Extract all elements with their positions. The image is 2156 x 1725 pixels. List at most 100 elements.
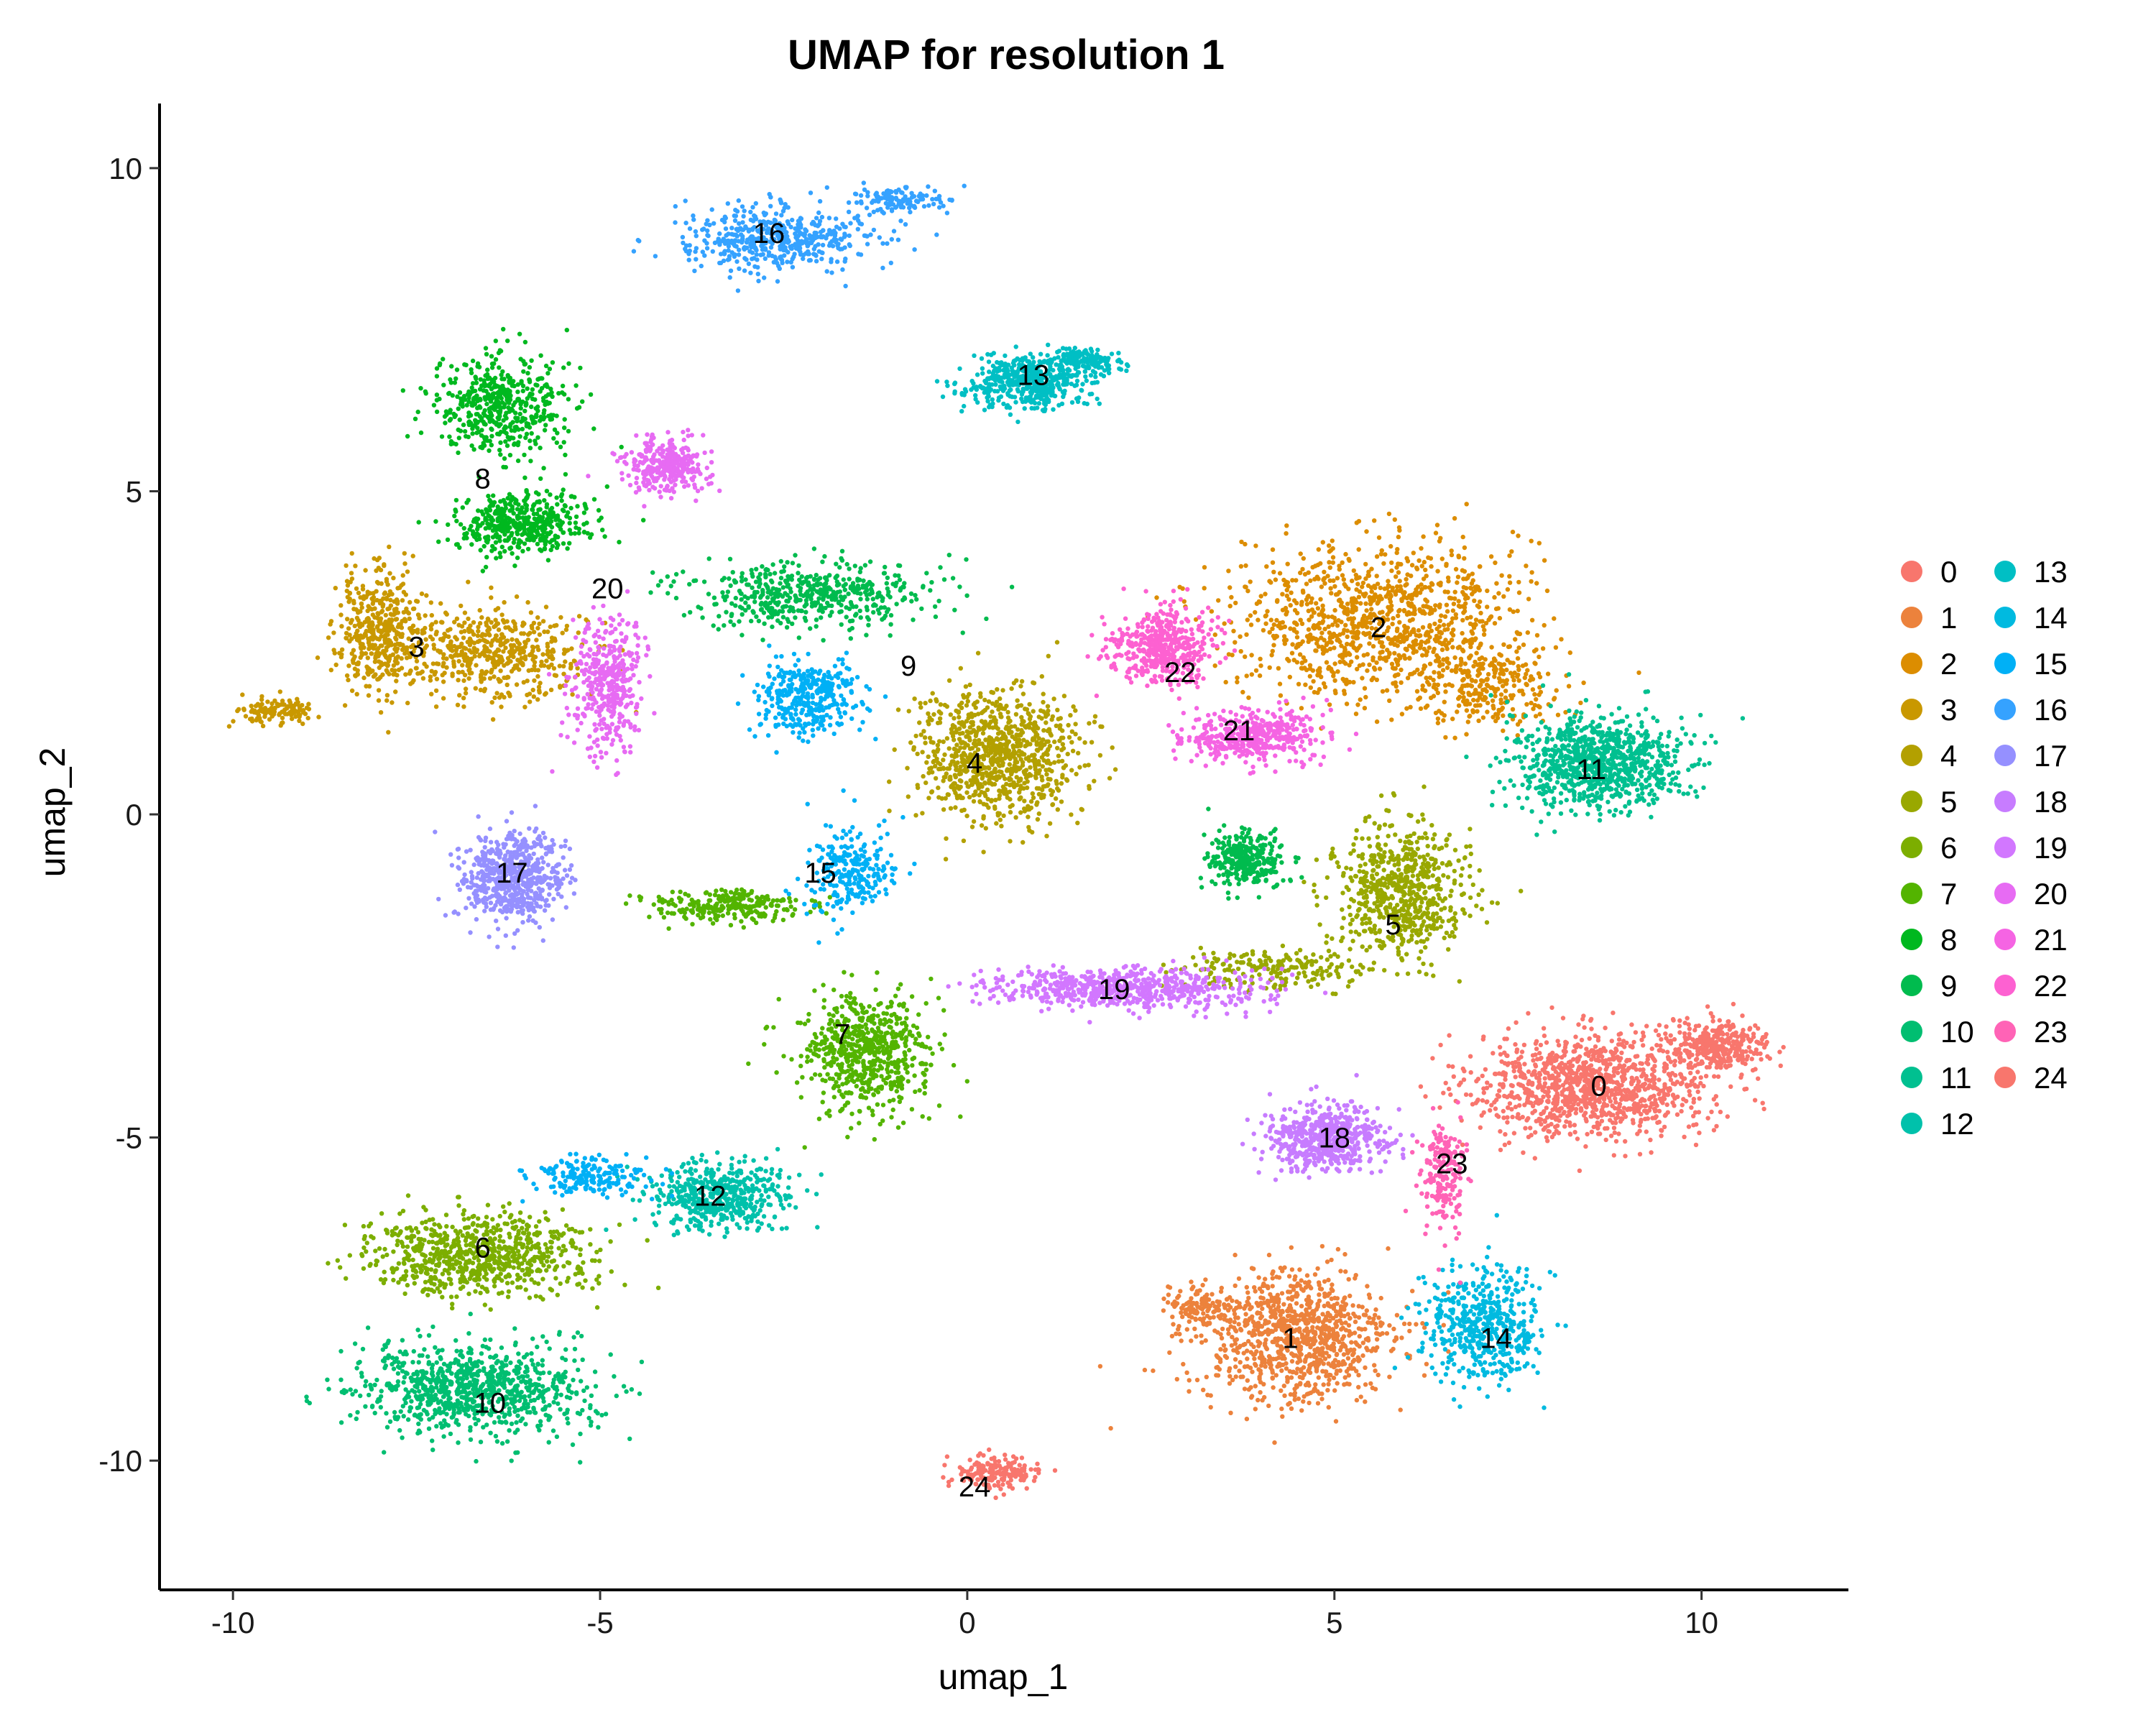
point — [497, 695, 502, 700]
point — [1652, 1116, 1658, 1121]
point — [1529, 700, 1534, 706]
point — [1517, 1066, 1523, 1071]
point — [1443, 1080, 1448, 1086]
point — [1508, 671, 1514, 676]
point — [1731, 1001, 1736, 1007]
point — [1388, 599, 1393, 604]
point — [1353, 624, 1358, 629]
point — [913, 733, 918, 739]
point — [1537, 1077, 1542, 1082]
point — [1440, 668, 1446, 673]
point — [372, 672, 378, 678]
point — [429, 691, 434, 696]
point — [487, 676, 493, 681]
point — [1450, 616, 1455, 621]
point — [379, 581, 384, 586]
point — [1292, 1390, 1298, 1396]
point — [1648, 1137, 1653, 1143]
point — [378, 643, 383, 648]
point — [443, 610, 448, 615]
point — [1241, 1342, 1246, 1348]
point — [1576, 1102, 1581, 1107]
point — [1327, 1314, 1333, 1319]
point — [1225, 1327, 1231, 1332]
point — [377, 556, 382, 561]
point — [537, 632, 543, 638]
point — [1443, 638, 1448, 643]
point — [1221, 1343, 1227, 1348]
point — [1686, 1124, 1692, 1129]
point — [1691, 1096, 1697, 1102]
point — [1166, 1292, 1171, 1297]
point — [1299, 1304, 1304, 1309]
point — [530, 625, 535, 631]
point — [515, 645, 520, 650]
point — [1632, 1062, 1638, 1068]
point — [525, 599, 530, 605]
point — [1352, 1347, 1357, 1353]
point — [459, 603, 464, 609]
point — [1394, 1312, 1400, 1318]
point — [1424, 676, 1429, 681]
point — [1356, 1384, 1361, 1390]
point — [1399, 680, 1404, 685]
point — [1468, 644, 1473, 650]
point — [1639, 1074, 1644, 1079]
point — [1336, 638, 1341, 643]
point — [363, 568, 368, 573]
point — [1087, 721, 1092, 726]
point — [1334, 1352, 1340, 1358]
point — [367, 606, 372, 611]
point — [1707, 1064, 1712, 1070]
point — [1417, 671, 1422, 677]
point — [1389, 568, 1394, 574]
point — [1739, 1053, 1744, 1059]
point — [479, 668, 484, 674]
point — [1191, 1300, 1196, 1306]
point — [1327, 1377, 1332, 1383]
point — [1695, 1089, 1700, 1095]
point — [1309, 1361, 1314, 1367]
point — [1562, 1053, 1567, 1058]
point — [461, 635, 466, 640]
point — [1286, 1274, 1292, 1279]
point — [1598, 1131, 1603, 1136]
point — [1250, 1369, 1255, 1374]
point — [293, 701, 299, 707]
point — [1324, 1338, 1330, 1343]
point — [1620, 1093, 1626, 1098]
point — [1633, 1030, 1639, 1035]
point — [1441, 622, 1447, 627]
point — [1390, 622, 1395, 627]
point — [1360, 1340, 1366, 1346]
point — [1691, 1113, 1696, 1119]
point — [1491, 703, 1496, 709]
point — [1517, 719, 1523, 724]
point — [1281, 1316, 1286, 1321]
point — [1747, 1027, 1752, 1032]
point — [1372, 1363, 1377, 1368]
point — [376, 698, 382, 703]
point — [285, 706, 290, 711]
point — [1435, 720, 1441, 726]
point — [456, 670, 461, 675]
point — [1613, 1100, 1618, 1105]
point — [1503, 1132, 1508, 1137]
point — [1374, 677, 1380, 682]
point — [1474, 1079, 1479, 1084]
point — [1318, 1335, 1323, 1340]
point — [1744, 1034, 1750, 1039]
point — [1360, 616, 1365, 621]
point — [1399, 561, 1404, 567]
point — [1342, 1251, 1348, 1257]
point — [1227, 1319, 1233, 1325]
point — [1639, 1037, 1644, 1043]
point — [1331, 1364, 1337, 1370]
point — [1200, 1282, 1205, 1288]
point — [1364, 529, 1369, 534]
point — [1320, 619, 1326, 624]
point — [1384, 688, 1390, 693]
point — [1420, 625, 1426, 630]
point — [1664, 1102, 1669, 1108]
point — [1342, 1343, 1348, 1348]
